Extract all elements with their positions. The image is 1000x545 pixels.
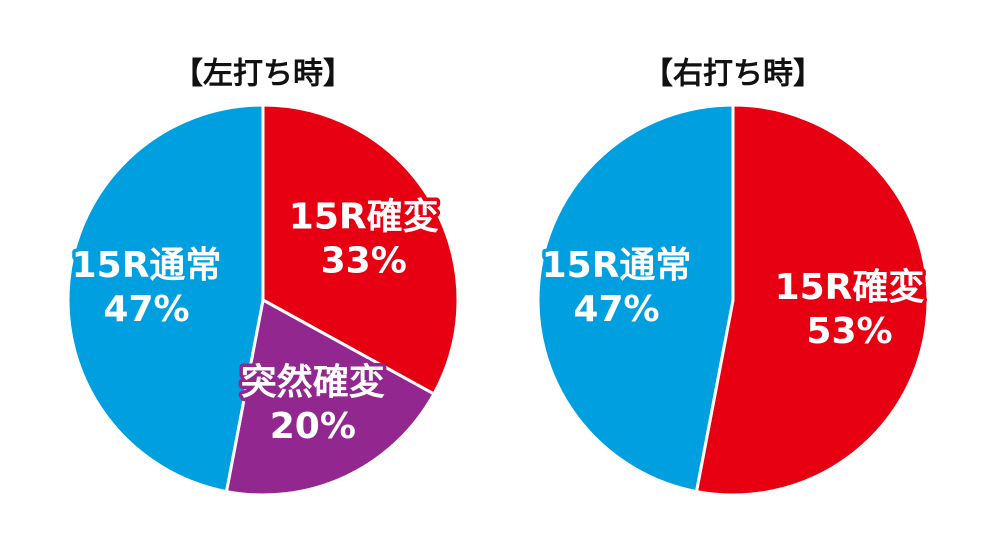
pie-slice bbox=[224, 297, 436, 497]
slice-label: 15R確変 bbox=[289, 195, 439, 237]
chart-title: 【右打ち時】 bbox=[643, 57, 823, 92]
pie-slice bbox=[694, 103, 930, 497]
slice-label: 15R通常 bbox=[542, 245, 692, 286]
pie-slice bbox=[536, 103, 735, 494]
slice-label: 15R通常 bbox=[72, 245, 222, 286]
slice-value-label: 47% bbox=[103, 289, 189, 330]
pie-slice bbox=[66, 103, 265, 494]
slice-label: 突然確変 bbox=[241, 361, 385, 403]
slice-value-label: 20% bbox=[270, 406, 356, 447]
slice-value-label: 33% bbox=[321, 240, 407, 281]
slice-label: 15R確変 bbox=[775, 266, 925, 308]
chart-title: 【左打ち時】 bbox=[173, 57, 353, 92]
pie-slice bbox=[261, 103, 460, 396]
slice-value-label: 47% bbox=[573, 289, 659, 330]
slice-value-label: 53% bbox=[806, 311, 892, 352]
